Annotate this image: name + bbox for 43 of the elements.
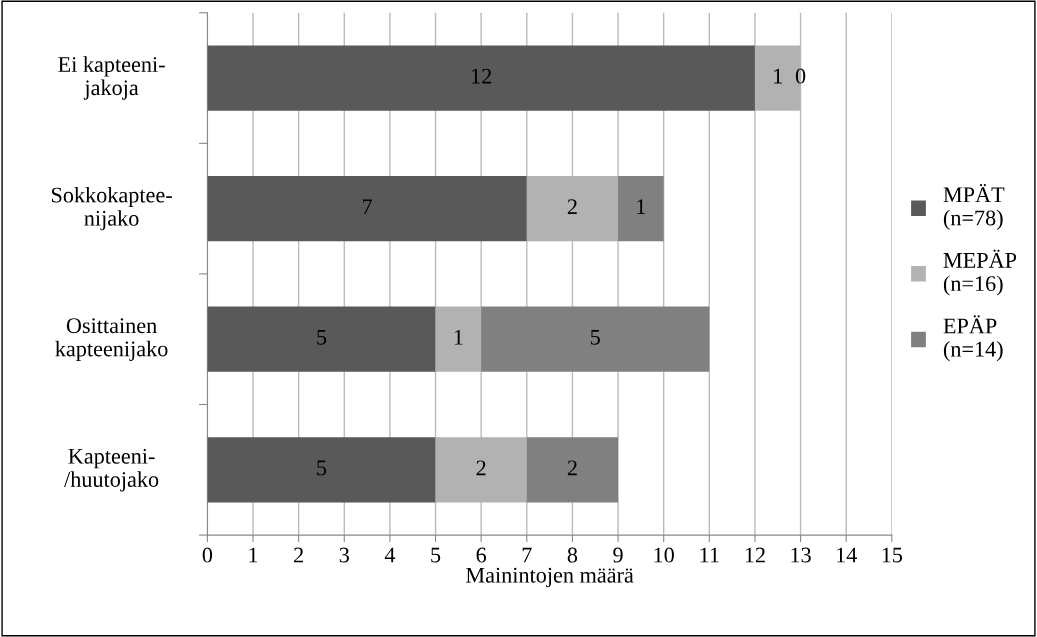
bar xyxy=(481,306,710,372)
x-axis-title: Mainintojen määrä xyxy=(466,567,634,588)
x-tick-label: 0 xyxy=(202,547,213,563)
bar xyxy=(207,437,436,503)
data-label: 1 xyxy=(454,329,463,345)
data-label: 7 xyxy=(363,199,373,214)
bar xyxy=(618,175,664,242)
bar xyxy=(207,175,527,242)
data-label: 5 xyxy=(590,329,600,345)
bar xyxy=(207,45,755,111)
y-tick-label: Ei kapteeni- jakoja xyxy=(58,56,165,100)
y-tick-label: Osittainen kapteenijako xyxy=(55,318,168,361)
x-tick-label: 1 xyxy=(249,547,258,563)
x-tick-label: 3 xyxy=(339,547,349,563)
x-tick-label: 8 xyxy=(567,547,578,563)
x-tick-label: 2 xyxy=(294,547,303,563)
y-tick-label: Kapteeni- /huutojako xyxy=(64,448,159,492)
x-tick-label: 11 xyxy=(700,547,719,563)
x-tick-label: 6 xyxy=(476,547,487,563)
x-tick-label: 12 xyxy=(745,547,765,563)
data-label: 5 xyxy=(317,460,327,476)
data-label: 1 xyxy=(637,199,646,214)
legend-label: MEPÄP (n=16) xyxy=(943,249,1017,296)
bar xyxy=(526,437,619,503)
bar xyxy=(207,306,436,372)
data-label: 0 xyxy=(795,68,806,84)
data-label: 1 xyxy=(774,68,782,84)
data-label: 2 xyxy=(567,460,577,476)
x-tick-label: 7 xyxy=(522,547,532,563)
data-label: 2 xyxy=(567,199,577,214)
x-tick-label: 4 xyxy=(384,547,396,563)
data-label: 2 xyxy=(476,460,486,476)
x-tick-label: 15 xyxy=(882,547,903,563)
legend-label: EPÄP (n=14) xyxy=(943,315,1003,362)
data-label: 5 xyxy=(317,329,327,345)
x-tick-label: 14 xyxy=(837,547,857,563)
x-tick-label: 10 xyxy=(654,547,674,563)
y-tick-label: Sokkokaptee- nijako xyxy=(51,186,172,231)
x-tick-label: 5 xyxy=(431,547,441,563)
legend-label: MPÄT (n=78) xyxy=(943,183,1005,230)
x-tick-label: 9 xyxy=(613,547,623,563)
x-tick-label: 13 xyxy=(791,547,811,563)
data-label: 12 xyxy=(472,68,492,84)
